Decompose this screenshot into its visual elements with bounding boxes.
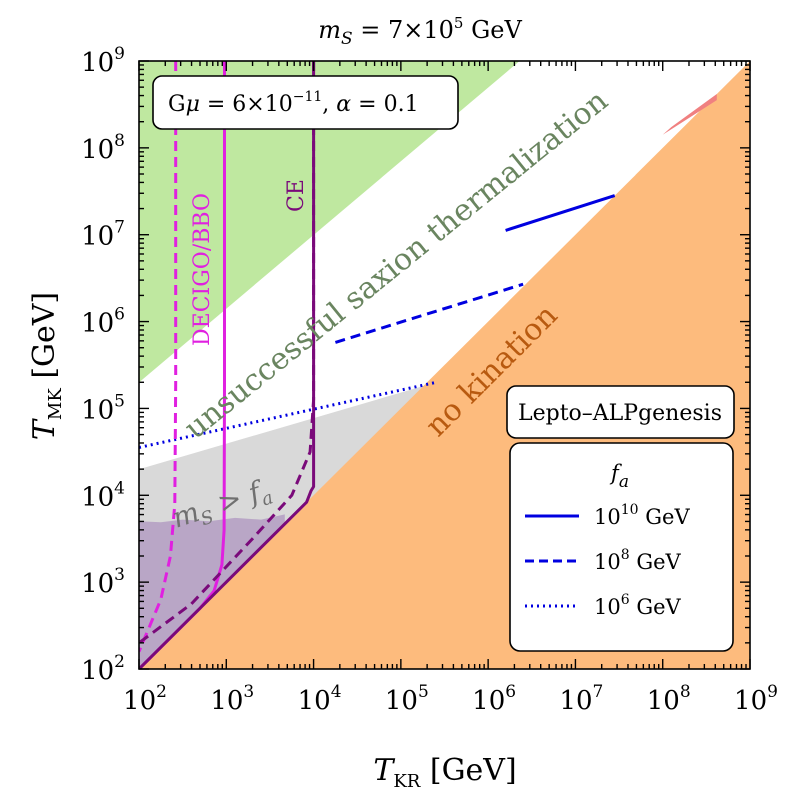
legend-label-dotted: 106 GeV — [594, 592, 682, 619]
x-tick-label: 104 — [298, 682, 342, 716]
y-tick-label: 105 — [81, 391, 125, 425]
legend-entry-dashed: 108 GeV — [525, 547, 682, 574]
parameter-box: Gμ = 6×10−11, α = 0.1 — [152, 75, 459, 130]
legend-entry-dotted: 106 GeV — [525, 592, 682, 619]
y-tick-label: 109 — [81, 44, 125, 78]
legend-entry-solid: 1010 GeV — [525, 502, 690, 529]
parameter-text: Gμ = 6×10−11, α = 0.1 — [168, 89, 419, 117]
series-line-4 — [139, 61, 178, 653]
x-tick-label: 105 — [385, 682, 429, 716]
curve-label-ce: CE — [284, 179, 309, 212]
y-tick-label: 106 — [81, 305, 125, 339]
y-axis-label: TMK [GeV] — [27, 292, 66, 440]
x-tick-label: 102 — [123, 682, 167, 716]
x-tick-label: 106 — [472, 682, 516, 716]
axes-frame — [138, 60, 751, 670]
region-red — [662, 94, 717, 135]
series-line-2 — [139, 380, 437, 449]
legend-label-dashed: 108 GeV — [594, 547, 682, 574]
scenario-text: Lepto–ALPgenesis — [518, 401, 722, 426]
series-line-1 — [334, 282, 524, 344]
y-tick-label: 102 — [81, 652, 125, 686]
y-tick-label: 108 — [81, 131, 125, 165]
legend: fa 1010 GeV 108 GeV 106 GeV — [509, 442, 734, 652]
x-tick-label: 108 — [647, 682, 691, 716]
x-tick-label: 107 — [559, 682, 603, 716]
series-line-6 — [139, 61, 316, 645]
series-line-5 — [139, 61, 316, 669]
x-axis-label: TKR [GeV] — [373, 753, 516, 792]
series-line-0 — [505, 194, 616, 232]
x-tick-label: 103 — [210, 682, 254, 716]
y-tick-label: 104 — [81, 478, 125, 512]
axis-ticks: 102 103 104 105 106 107 108 109 102 103 104 105 106 1… — [81, 44, 778, 716]
curve-label-decigo: DECIGO/BBO — [190, 193, 215, 346]
legend-label-solid: 1010 GeV — [594, 502, 690, 529]
x-tick-label: 109 — [734, 682, 778, 716]
plot-area — [139, 61, 750, 669]
y-tick-label: 107 — [81, 218, 125, 252]
chart-title: mS = 7×105 GeV — [318, 14, 522, 49]
legend-title: fa — [609, 461, 629, 492]
y-tick-label: 103 — [81, 565, 125, 599]
series-lines — [139, 61, 616, 669]
region-green — [139, 61, 520, 383]
scenario-box: Lepto–ALPgenesis — [506, 385, 735, 439]
